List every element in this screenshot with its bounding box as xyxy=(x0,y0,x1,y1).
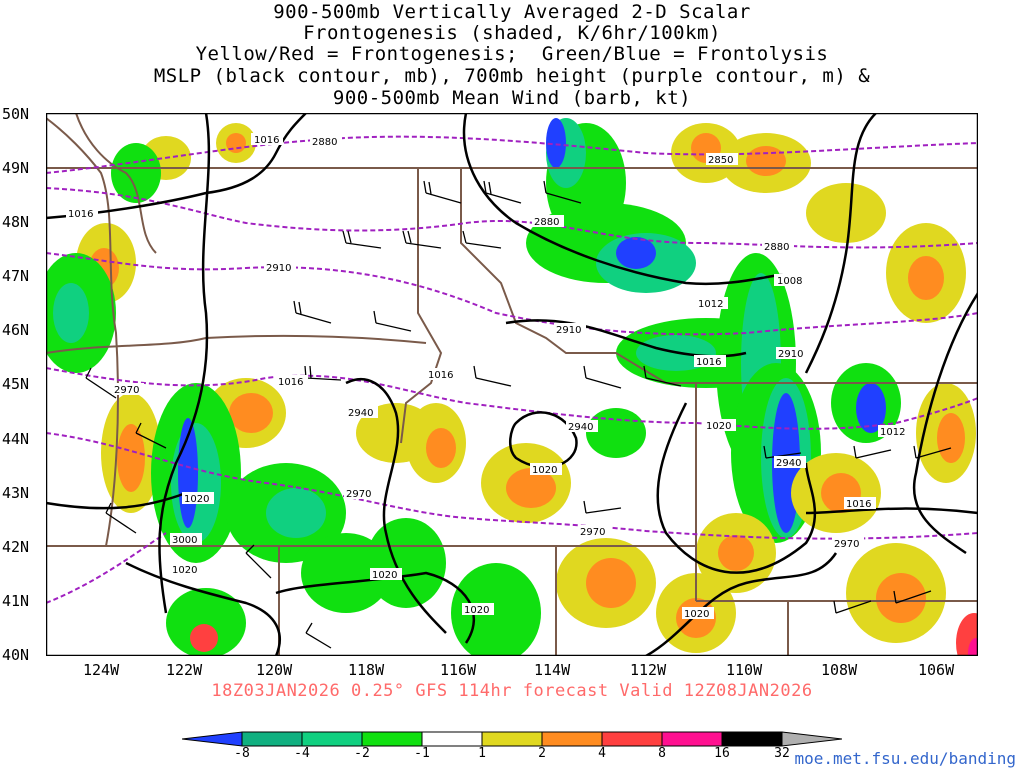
mslp-labels: 1016 1016 1008 1012 1016 1016 1016 1020 … xyxy=(66,133,910,620)
mslp-label: 1016 xyxy=(696,357,721,368)
mslp-label: 1016 xyxy=(846,499,871,510)
colorbar-segment xyxy=(541,731,603,747)
lat-label-43n: 43N xyxy=(2,484,30,502)
lat-label-40n: 40N xyxy=(2,646,30,664)
mslp-label: 1020 xyxy=(464,605,489,616)
map-frame xyxy=(46,113,978,656)
mslp-label: 1016 xyxy=(278,377,303,388)
height-label: 2970 xyxy=(114,385,139,396)
mslp-label: 1012 xyxy=(698,299,723,310)
height-label: 2910 xyxy=(556,325,581,336)
mslp-label: 1016 xyxy=(254,135,279,146)
height-label: 2880 xyxy=(534,217,559,228)
height-labels: 2880 2850 2880 2880 2910 2910 2910 2940 … xyxy=(112,135,864,550)
lat-label-46n: 46N xyxy=(2,321,30,339)
mslp-label: 1020 xyxy=(532,465,557,476)
height-label: 2940 xyxy=(348,408,373,419)
colorbar-segment xyxy=(301,731,363,747)
title-line-1: 900-500mb Vertically Averaged 2-D Scalar xyxy=(273,1,751,23)
title-line-3: Yellow/Red = Frontogenesis; Green/Blue =… xyxy=(195,43,829,65)
colorbar-segment xyxy=(421,731,483,747)
lat-label-42n: 42N xyxy=(2,538,30,556)
lat-label-44n: 44N xyxy=(2,430,30,448)
title-line-2: Frontogenesis (shaded, K/6hr/100km) xyxy=(303,22,721,44)
lon-label-112w: 112W xyxy=(630,661,667,679)
colorbar-segment xyxy=(182,731,243,747)
mslp-label: 1008 xyxy=(777,276,802,287)
height-label: 2970 xyxy=(834,539,859,550)
state-borders xyxy=(46,113,978,656)
mslp-label: 1012 xyxy=(880,427,905,438)
height-label: 2940 xyxy=(776,458,801,469)
colorbar-segment xyxy=(601,731,663,747)
mslp-label: 1016 xyxy=(68,209,93,220)
forecast-footer: 18Z03JAN2026 0.25° GFS 114hr forecast Va… xyxy=(211,681,813,701)
colorbar-segment xyxy=(361,731,423,747)
source-url[interactable]: moe.met.fsu.edu/banding xyxy=(794,749,1016,768)
colorbar-segment xyxy=(721,731,783,747)
colorbar-label: 4 xyxy=(598,746,606,761)
colorbar-label: -1 xyxy=(414,746,430,761)
colorbar-label: 2 xyxy=(538,746,546,761)
colorbar-label: 1 xyxy=(478,746,486,761)
height-label: 2970 xyxy=(346,489,371,500)
colorbar-label: -4 xyxy=(294,746,310,761)
colorbar-segment xyxy=(241,731,303,747)
colorbar-label: 8 xyxy=(658,746,666,761)
height-label: 2940 xyxy=(568,422,593,433)
height-label: 2970 xyxy=(580,527,605,538)
height-label: 3000 xyxy=(172,535,197,546)
height-label: 2910 xyxy=(778,349,803,360)
mslp-label: 1016 xyxy=(428,370,453,381)
height-label: 2880 xyxy=(312,137,337,148)
colorbar-label: -8 xyxy=(234,746,250,761)
mslp-label: 1020 xyxy=(184,494,209,505)
lat-label-41n: 41N xyxy=(2,592,30,610)
colorbar-segment xyxy=(781,731,842,747)
height-label: 2910 xyxy=(266,263,291,274)
height-label: 2850 xyxy=(708,155,733,166)
colorbar-label: 32 xyxy=(774,746,790,761)
lon-label-108w: 108W xyxy=(821,661,858,679)
lon-label-120w: 120W xyxy=(256,661,293,679)
colorbar xyxy=(182,731,842,747)
mslp-label: 1020 xyxy=(706,421,731,432)
frontogenesis-map: 1016 1016 1008 1012 1016 1016 1016 1020 … xyxy=(46,113,978,656)
lon-label-124w: 124W xyxy=(83,661,120,679)
lon-label-114w: 114W xyxy=(534,661,571,679)
lat-label-48n: 48N xyxy=(2,213,30,231)
lon-label-110w: 110W xyxy=(726,661,763,679)
lat-label-45n: 45N xyxy=(2,375,30,393)
lon-label-106w: 106W xyxy=(918,661,955,679)
mslp-label: 1020 xyxy=(372,570,397,581)
lat-label-49n: 49N xyxy=(2,159,30,177)
colorbar-segment xyxy=(661,731,723,747)
mslp-label: 1020 xyxy=(172,565,197,576)
lon-label-118w: 118W xyxy=(348,661,385,679)
mslp-label: 1020 xyxy=(684,609,709,620)
lat-label-50n: 50N xyxy=(2,105,30,123)
colorbar-label: -2 xyxy=(354,746,370,761)
title-line-5: 900-500mb Mean Wind (barb, kt) xyxy=(332,87,692,109)
colorbar-label: 16 xyxy=(714,746,730,761)
lon-label-116w: 116W xyxy=(440,661,477,679)
colorbar-segment xyxy=(481,731,543,747)
lon-label-122w: 122W xyxy=(166,661,203,679)
lat-label-47n: 47N xyxy=(2,267,30,285)
title-line-4: MSLP (black contour, mb), 700mb height (… xyxy=(153,65,871,87)
height-label: 2880 xyxy=(764,242,789,253)
